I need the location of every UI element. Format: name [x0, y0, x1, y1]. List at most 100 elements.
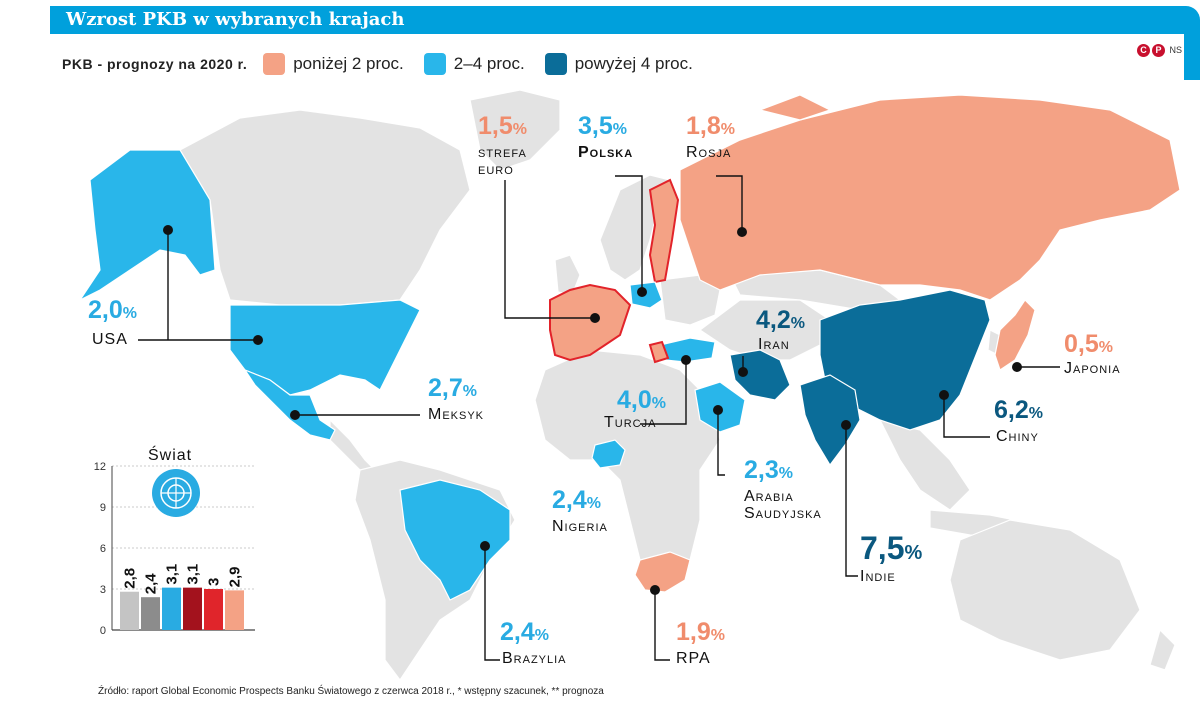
rosja-value: 1,8% — [686, 112, 735, 140]
world-bar-label: 3,1 — [164, 564, 181, 585]
world-bar — [141, 597, 160, 630]
alaska-shape — [78, 149, 216, 302]
world-tick-label: 0 — [100, 625, 106, 637]
finland-shape — [648, 178, 680, 284]
arabia-value: 2,3% — [744, 456, 793, 484]
brazil-shape — [399, 479, 511, 601]
legend-swatch-high — [544, 53, 567, 75]
point-usa — [253, 335, 263, 345]
point-turcja — [681, 355, 691, 365]
leader-rosja — [716, 175, 743, 232]
copyright-c-icon: C — [1136, 44, 1150, 57]
legend-label: PKB - prognozy na 2020 r. — [62, 56, 248, 72]
chiny-value: 6,2% — [994, 396, 1043, 424]
legend-item-mid: 2–4 proc. — [453, 54, 525, 73]
legend-swatch-mid — [423, 53, 446, 75]
japonia-value: 0,5% — [1064, 330, 1113, 358]
indie-value: 7,5% — [860, 530, 923, 566]
meksyk-name: Meksyk — [428, 406, 485, 423]
leader-euro — [504, 180, 595, 319]
map-points — [163, 225, 1022, 595]
rpa-value: 1,9% — [676, 618, 725, 646]
legend-swatch-low — [263, 53, 286, 75]
world-chart-bars: 2,8 2,4 3,1 3,1 3 2,9 — [120, 564, 244, 630]
world-bar — [120, 591, 139, 630]
un-globe-icon — [152, 469, 200, 517]
turkey-shape — [659, 337, 716, 363]
legend-item-low: poniżej 2 proc. — [293, 54, 404, 73]
point-rosja — [737, 227, 747, 237]
point-chiny — [939, 390, 949, 400]
copyright-author: NS — [1169, 45, 1182, 55]
world-bar — [204, 589, 223, 630]
world-bar-label: 2,8 — [122, 568, 139, 589]
title-tab — [1184, 20, 1200, 80]
mexico-shape — [243, 368, 336, 441]
japan-shape — [994, 299, 1036, 371]
map-highlight-countries — [78, 94, 1181, 601]
point-brazylia — [480, 541, 490, 551]
point-polska — [637, 287, 647, 297]
leader-turcja — [640, 360, 687, 425]
india-shape — [799, 374, 861, 467]
leader-lines — [138, 175, 1060, 661]
iran-value: 4,2% — [756, 306, 805, 334]
world-tick-label: 6 — [100, 543, 106, 555]
euro-name: strefa euro — [478, 144, 527, 178]
russia-shape — [679, 94, 1181, 301]
turcja-name: Turcja — [604, 414, 657, 431]
world-bar — [225, 590, 244, 630]
point-alaska — [163, 225, 173, 235]
greece-shape — [648, 340, 670, 364]
page-title: Wzrost PKB w wybranych krajach — [66, 9, 405, 30]
world-bar — [162, 587, 181, 630]
rosja-name: Rosja — [686, 144, 732, 161]
copyright-p-icon: P — [1151, 44, 1165, 57]
arabia-name: Arabia Saudyjska — [744, 488, 822, 522]
world-bar-label: 3 — [206, 578, 223, 586]
point-arabia — [713, 405, 723, 415]
legend: PKB - prognozy na 2020 r. poniżej 2 proc… — [62, 52, 713, 76]
world-bar-label: 2,4 — [143, 573, 160, 595]
polska-name: Polska — [578, 144, 634, 161]
source-note: Źródło: raport Global Economic Prospects… — [98, 686, 604, 697]
world-tick-label: 9 — [100, 502, 106, 514]
brazylia-value: 2,4% — [500, 618, 549, 646]
brazylia-name: Brazylia — [502, 650, 567, 667]
turcja-value: 4,0% — [617, 386, 666, 414]
leader-polska — [615, 175, 643, 292]
usa-name: USA — [92, 331, 128, 348]
world-bar — [183, 587, 202, 630]
nigeria-value: 2,4% — [552, 486, 601, 514]
point-euro — [590, 313, 600, 323]
leader-rpa — [654, 590, 670, 661]
russia-north-islands — [757, 94, 832, 121]
meksyk-value: 2,7% — [428, 374, 477, 402]
nigeria-shape — [591, 439, 626, 469]
indie-name: Indie — [860, 568, 896, 585]
world-tick-label: 3 — [100, 584, 106, 596]
point-iran — [738, 367, 748, 377]
iran-shape — [729, 349, 791, 401]
world-tick-label: 12 — [94, 461, 106, 473]
rpa-name: RPA — [676, 650, 711, 667]
nigeria-name: Nigeria — [552, 518, 608, 535]
point-indie — [841, 420, 851, 430]
world-chart-title: Świat — [148, 447, 193, 464]
world-bar-label: 3,1 — [185, 564, 202, 585]
rpa-shape — [634, 551, 691, 593]
iran-name: Iran — [758, 336, 790, 353]
leader-arabia — [717, 410, 725, 476]
point-rpa — [650, 585, 660, 595]
leader-chiny — [943, 395, 990, 438]
chiny-name: Chiny — [996, 428, 1039, 445]
euro-value: 1,5% — [478, 112, 527, 140]
usa-value: 2,0% — [88, 296, 137, 324]
title-bar: Wzrost PKB w wybranych krajach — [50, 6, 1200, 80]
japonia-name: Japonia — [1064, 360, 1121, 377]
leader-brazylia — [484, 546, 500, 661]
world-bar-label: 2,9 — [227, 567, 244, 588]
